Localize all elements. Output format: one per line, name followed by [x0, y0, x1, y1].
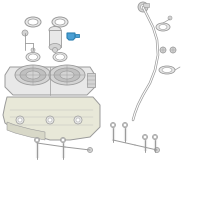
Circle shape	[140, 4, 146, 9]
Ellipse shape	[60, 71, 74, 79]
Circle shape	[154, 136, 156, 138]
Bar	[49, 30, 61, 47]
Ellipse shape	[159, 24, 167, 29]
Circle shape	[31, 48, 35, 52]
Circle shape	[46, 116, 54, 124]
Circle shape	[144, 136, 146, 138]
Circle shape	[36, 138, 38, 142]
Ellipse shape	[15, 65, 51, 85]
Ellipse shape	[26, 52, 40, 62]
Circle shape	[48, 118, 52, 122]
Circle shape	[60, 138, 66, 142]
Ellipse shape	[20, 68, 46, 82]
Bar	[75, 34, 79, 37]
Circle shape	[168, 16, 172, 20]
Circle shape	[52, 47, 58, 52]
Circle shape	[153, 134, 158, 140]
Circle shape	[110, 122, 116, 128]
Ellipse shape	[54, 68, 80, 82]
Circle shape	[88, 148, 92, 152]
Polygon shape	[67, 33, 75, 40]
Ellipse shape	[26, 71, 40, 79]
Ellipse shape	[49, 44, 61, 50]
Circle shape	[112, 123, 114, 127]
Circle shape	[35, 138, 40, 142]
Circle shape	[170, 47, 176, 53]
Ellipse shape	[56, 54, 64, 60]
Bar	[87, 73, 95, 87]
Ellipse shape	[49, 26, 61, 33]
Bar	[143, 3, 149, 7]
Circle shape	[74, 116, 82, 124]
Circle shape	[138, 2, 148, 12]
Ellipse shape	[49, 65, 85, 85]
Ellipse shape	[52, 17, 68, 27]
Circle shape	[18, 118, 22, 122]
Ellipse shape	[159, 66, 175, 74]
Circle shape	[122, 122, 128, 128]
Ellipse shape	[162, 68, 172, 72]
Ellipse shape	[25, 17, 41, 27]
Circle shape	[22, 30, 28, 36]
Circle shape	[154, 148, 160, 152]
Circle shape	[16, 116, 24, 124]
Polygon shape	[3, 97, 100, 140]
Ellipse shape	[156, 23, 170, 31]
Ellipse shape	[55, 19, 65, 25]
Ellipse shape	[28, 19, 38, 25]
Circle shape	[62, 138, 64, 142]
Circle shape	[124, 123, 127, 127]
Polygon shape	[5, 67, 95, 95]
Circle shape	[76, 118, 80, 122]
Polygon shape	[7, 122, 45, 140]
Ellipse shape	[53, 52, 67, 62]
Circle shape	[142, 134, 148, 140]
Ellipse shape	[29, 54, 38, 60]
Circle shape	[160, 47, 166, 53]
